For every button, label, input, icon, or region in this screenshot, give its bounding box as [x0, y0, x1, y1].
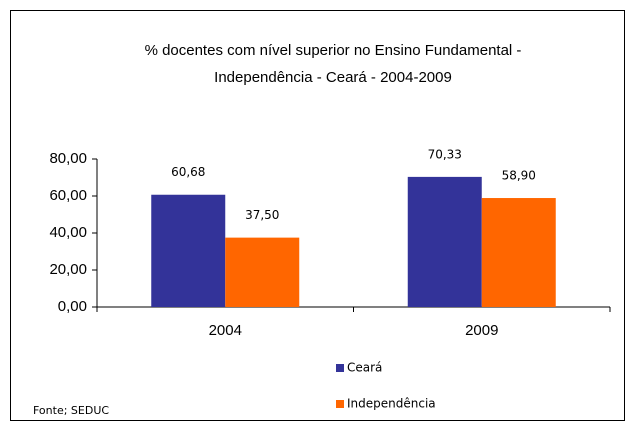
source: Fonte; SEDUC [33, 404, 109, 417]
chart-title: % docentes com nível superior no Ensino … [145, 42, 522, 59]
y-tick-label: 20,00 [49, 261, 87, 278]
bar [481, 198, 556, 307]
y-tick-label: 40,00 [49, 224, 87, 241]
x-tick-label: 2009 [465, 322, 498, 339]
legend-swatch [336, 400, 344, 408]
legend-label: Independência [347, 397, 436, 411]
legend-label: Ceará [347, 361, 382, 375]
value-label: 60,68 [171, 165, 205, 179]
chart-title: Independência - Ceará - 2004-2009 [214, 69, 452, 86]
value-label: 58,90 [502, 169, 536, 183]
bar [151, 194, 226, 307]
value-label: 70,33 [428, 147, 462, 161]
bar [225, 237, 300, 307]
x-tick-label: 2004 [209, 322, 242, 339]
y-tick-label: 60,00 [49, 187, 87, 204]
bar [407, 176, 482, 307]
y-tick-label: 0,00 [58, 298, 87, 315]
value-label: 37,50 [245, 208, 279, 222]
y-tick-label: 80,00 [49, 150, 87, 167]
legend-swatch [336, 364, 344, 372]
